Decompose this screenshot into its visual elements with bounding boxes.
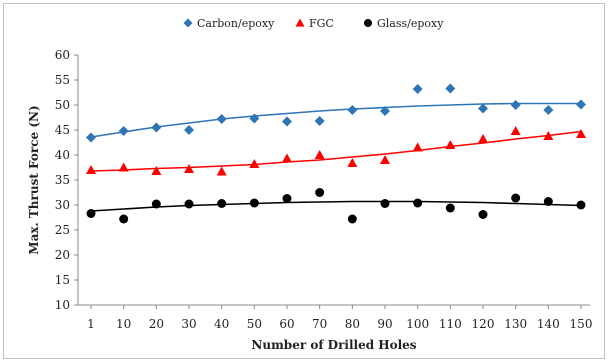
y-tick-label: 25 (55, 223, 70, 237)
x-tick-label: 110 (439, 317, 462, 331)
glass-epoxy-point (217, 199, 227, 208)
x-tick-label: 120 (472, 317, 495, 331)
glass-epoxy-point (151, 199, 161, 209)
carbon-epoxy-point (445, 83, 456, 94)
x-tick-label: 70 (312, 317, 327, 331)
legend-label-carbon-epoxy: Carbon/epoxy (197, 17, 275, 30)
legend: Carbon/epoxy FGC Glass/epoxy (183, 17, 444, 30)
x-tick-label: 140 (537, 317, 560, 331)
fgc-point (543, 131, 554, 140)
fgc-point (576, 129, 586, 138)
glass-epoxy-point (184, 199, 194, 209)
x-tick-label: 130 (504, 317, 527, 331)
y-tick-label: 45 (55, 123, 70, 137)
carbon-epoxy-point (282, 116, 292, 127)
carbon-epoxy-point (151, 122, 162, 133)
y-ticks: 10 15 20 25 30 35 40 45 50 55 60 (55, 48, 78, 312)
legend-label-fgc: FGC (309, 17, 334, 30)
glass-epoxy-point (478, 210, 488, 219)
y-tick-label: 10 (55, 298, 70, 312)
x-tick-label: 90 (377, 317, 392, 331)
x-tick-label: 20 (149, 317, 164, 331)
legend-marker-carbon-epoxy (183, 18, 193, 28)
legend-label-glass-epoxy: Glass/epoxy (377, 17, 444, 30)
glass-epoxy-point (119, 214, 129, 224)
carbon-epoxy-point (478, 103, 488, 114)
chart-frame (3, 3, 605, 359)
x-tick-label: 150 (570, 317, 593, 331)
fgc-point (184, 164, 194, 173)
y-tick-label: 55 (55, 73, 70, 87)
glass-epoxy-point (413, 198, 423, 208)
y-tick-label: 15 (55, 273, 70, 287)
x-tick-label: 1 (87, 317, 95, 331)
carbon-epoxy-point (314, 116, 325, 126)
carbon-epoxy-point (86, 132, 96, 143)
x-axis-title: Number of Drilled Holes (251, 338, 416, 352)
fgc-point (249, 159, 260, 168)
x-tick-label: 30 (181, 317, 196, 331)
glass-epoxy-point (511, 193, 521, 203)
glass-epoxy-point (249, 198, 259, 208)
legend-marker-glass-epoxy (364, 19, 372, 27)
glass-epoxy-point (445, 203, 455, 213)
x-tick-label: 100 (406, 317, 429, 331)
data-points (86, 83, 586, 224)
carbon-epoxy-point (543, 105, 554, 115)
x-tick-label: 80 (345, 317, 360, 331)
fgc-point (314, 150, 325, 159)
glass-epoxy-point (282, 194, 292, 203)
fgc-point (445, 140, 456, 149)
y-tick-label: 35 (55, 173, 70, 187)
x-tick-label: 50 (247, 317, 262, 331)
axes (77, 55, 590, 306)
carbon-epoxy-point (184, 125, 194, 135)
x-tick-label: 40 (214, 317, 229, 331)
glass-epoxy-point (347, 214, 357, 224)
y-tick-label: 20 (55, 248, 70, 262)
fgc-point (347, 158, 358, 167)
fgc-point (478, 134, 488, 143)
x-tick-label: 60 (279, 317, 294, 331)
carbon-epoxy-point (249, 113, 260, 124)
carbon-epoxy-point (412, 84, 423, 94)
fgc-point (282, 153, 292, 163)
fgc-point (151, 166, 162, 175)
carbon-epoxy-point (118, 126, 129, 136)
carbon-epoxy-point (576, 99, 586, 110)
glass-epoxy-point (576, 200, 586, 210)
carbon-epoxy-point (347, 105, 358, 115)
fgc-point (86, 165, 96, 174)
glass-epoxy-point (315, 188, 325, 197)
fgc-point (380, 155, 390, 164)
y-tick-label: 60 (55, 48, 70, 62)
fgc-point (510, 126, 521, 135)
legend-marker-fgc (295, 18, 305, 27)
y-tick-label: 40 (55, 148, 70, 162)
carbon-epoxy-point (380, 106, 390, 116)
carbon-epoxy-point (510, 100, 521, 110)
glass-epoxy-point (543, 197, 553, 206)
x-tick-label: 10 (116, 317, 131, 331)
glass-epoxy-point (380, 199, 390, 208)
y-axis-title: Max. Thrust Force (N) (27, 105, 41, 254)
y-tick-label: 30 (55, 198, 70, 212)
fgc-point (118, 162, 129, 172)
glass-epoxy-trend-line (90, 200, 582, 212)
x-ticks: 1 10 20 30 40 50 60 70 80 90 100 110 120 130 140 150 (87, 305, 592, 331)
y-tick-label: 50 (55, 98, 70, 112)
carbon-epoxy-trend-line (90, 102, 581, 138)
carbon-epoxy-point (216, 114, 227, 124)
fgc-point (216, 166, 227, 176)
fgc-point (412, 142, 423, 152)
glass-epoxy-point (86, 209, 96, 218)
fgc-trend-line (90, 130, 582, 172)
trend-lines (90, 102, 582, 212)
